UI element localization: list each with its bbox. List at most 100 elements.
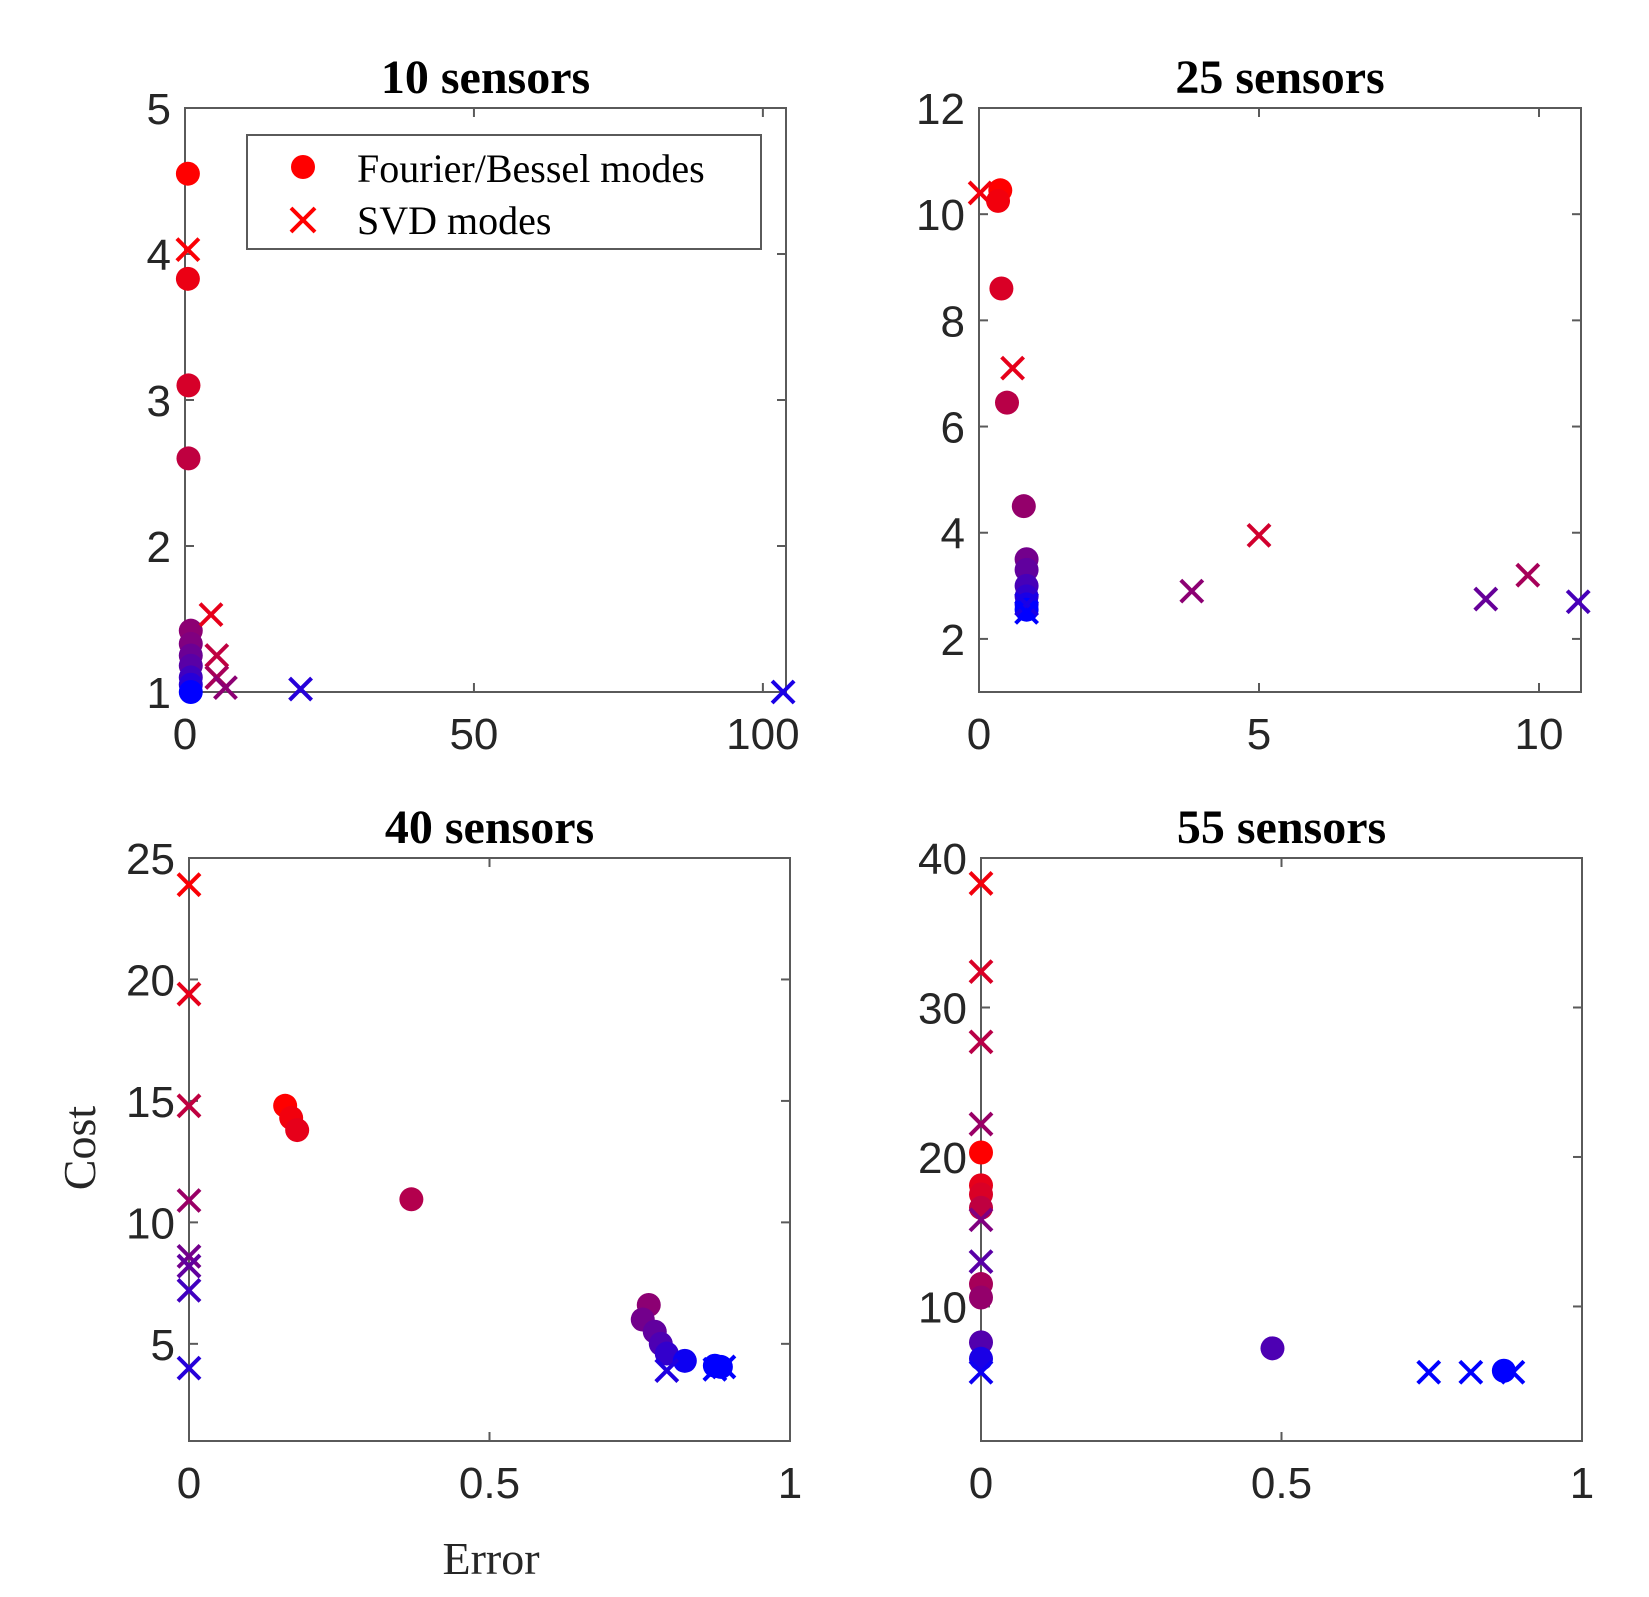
svd-point xyxy=(968,1111,994,1137)
x-tick-label: 0 xyxy=(969,1459,993,1508)
chart-title: 10 sensors xyxy=(381,51,590,104)
fourier-bessel-point xyxy=(178,680,203,704)
svd-point xyxy=(175,237,201,263)
fourier-bessel-point xyxy=(969,1285,993,1310)
y-tick-label: 10 xyxy=(918,1283,967,1332)
legend: Fourier/Bessel modes SVD modes xyxy=(246,134,762,250)
y-tick-label: 12 xyxy=(916,85,965,134)
y-tick-label: 8 xyxy=(941,297,965,346)
x-tick-label: 5 xyxy=(1247,710,1271,759)
svd-point xyxy=(1565,589,1591,615)
plot-area xyxy=(978,107,1582,693)
fourier-bessel-point xyxy=(969,1140,993,1165)
legend-x-marker xyxy=(289,206,317,234)
fourier-bessel-point xyxy=(654,1341,679,1366)
fourier-bessel-point xyxy=(176,373,201,398)
svd-point xyxy=(176,1355,202,1381)
svd-point xyxy=(1458,1359,1484,1385)
fourier-bessel-point xyxy=(995,390,1019,415)
svd-point xyxy=(1179,578,1205,604)
x-tick-label: 0 xyxy=(173,710,197,759)
svd-point xyxy=(176,981,202,1007)
legend-label-fourier-bessel: Fourier/Bessel modes xyxy=(357,146,705,191)
svd-point xyxy=(968,1207,994,1233)
svd-point xyxy=(176,1188,202,1213)
x-tick-label: 0 xyxy=(177,1459,201,1508)
svd-point xyxy=(1014,591,1040,617)
svd-point xyxy=(198,602,224,628)
x-tick-label: 50 xyxy=(449,710,498,759)
fourier-bessel-point xyxy=(176,446,201,471)
y-tick-label: 30 xyxy=(918,984,967,1033)
chart-title: 25 sensors xyxy=(1175,51,1384,104)
legend-label-svd: SVD modes xyxy=(357,198,551,243)
fourier-bessel-point xyxy=(986,188,1011,213)
y-tick-label: 4 xyxy=(941,510,965,559)
x-axis-label: Error xyxy=(442,1533,539,1584)
fourier-bessel-point xyxy=(969,1195,993,1220)
svd-point xyxy=(1473,586,1499,612)
y-tick-label: 15 xyxy=(126,1078,175,1127)
x-tick-label: 100 xyxy=(726,710,799,759)
chart-title: 55 sensors xyxy=(1177,801,1386,854)
svd-point xyxy=(288,676,313,702)
svd-point xyxy=(770,679,796,705)
svd-point xyxy=(176,1277,202,1303)
svd-point xyxy=(968,1029,994,1055)
svd-point xyxy=(702,1356,728,1382)
svd-point xyxy=(968,1249,994,1275)
svd-point xyxy=(1416,1359,1442,1385)
y-tick-label: 1 xyxy=(147,669,171,718)
fourier-bessel-point xyxy=(399,1187,424,1212)
panel-4: 55 sensors 0 0.5 1 10 20 30 40 xyxy=(918,801,1594,1508)
svd-point xyxy=(176,872,202,898)
svd-point xyxy=(204,643,230,668)
y-tick-label: 10 xyxy=(916,191,965,240)
panel-2: 25 sensors 0 5 10 2 4 6 8 10 12 xyxy=(916,51,1591,759)
svd-point xyxy=(711,1354,737,1380)
svd-point xyxy=(1000,355,1026,381)
fourier-bessel-point xyxy=(175,161,200,186)
fourier-bessel-point xyxy=(285,1118,310,1143)
x-tick-label: 0 xyxy=(967,710,991,759)
legend-circle-marker xyxy=(291,155,315,179)
svd-point xyxy=(1515,562,1541,588)
svd-point xyxy=(968,1359,994,1385)
svd-point xyxy=(968,959,994,985)
y-tick-label: 6 xyxy=(941,404,965,453)
y-tick-label: 4 xyxy=(147,231,171,280)
svd-point xyxy=(1014,599,1040,625)
x-tick-label: 1 xyxy=(778,1459,802,1508)
y-tick-label: 3 xyxy=(147,377,171,426)
svd-point xyxy=(654,1358,680,1383)
fourier-bessel-point xyxy=(1260,1336,1285,1361)
fourier-bessel-point xyxy=(175,266,200,291)
y-tick-label: 10 xyxy=(126,1199,175,1248)
svd-point xyxy=(213,675,238,701)
y-tick-label: 20 xyxy=(126,956,175,1005)
svd-point xyxy=(176,1093,202,1119)
y-tick-label: 5 xyxy=(147,85,171,134)
svd-point xyxy=(967,180,993,206)
y-tick-label: 2 xyxy=(941,616,965,665)
fourier-bessel-point xyxy=(969,1346,993,1371)
fourier-bessel-point xyxy=(708,1354,733,1379)
y-axis-label: Cost xyxy=(54,1106,105,1191)
fourier-bessel-point xyxy=(989,276,1014,301)
fourier-bessel-point xyxy=(969,1330,993,1355)
panel-1: 10 sensors 0 50 100 1 2 3 4 5 xyxy=(147,51,800,759)
x-tick-label: 1 xyxy=(1570,1459,1594,1508)
fourier-bessel-point xyxy=(672,1348,697,1373)
x-tick-label: 0.5 xyxy=(459,1459,520,1508)
y-tick-label: 25 xyxy=(126,835,175,884)
x-tick-label: 10 xyxy=(1515,710,1564,759)
svd-point xyxy=(1246,522,1272,548)
svd-point xyxy=(176,1243,202,1269)
fourier-bessel-point xyxy=(1011,494,1036,519)
chart-title: 40 sensors xyxy=(385,801,594,854)
svd-point xyxy=(1500,1359,1526,1385)
svd-point xyxy=(176,1253,202,1279)
